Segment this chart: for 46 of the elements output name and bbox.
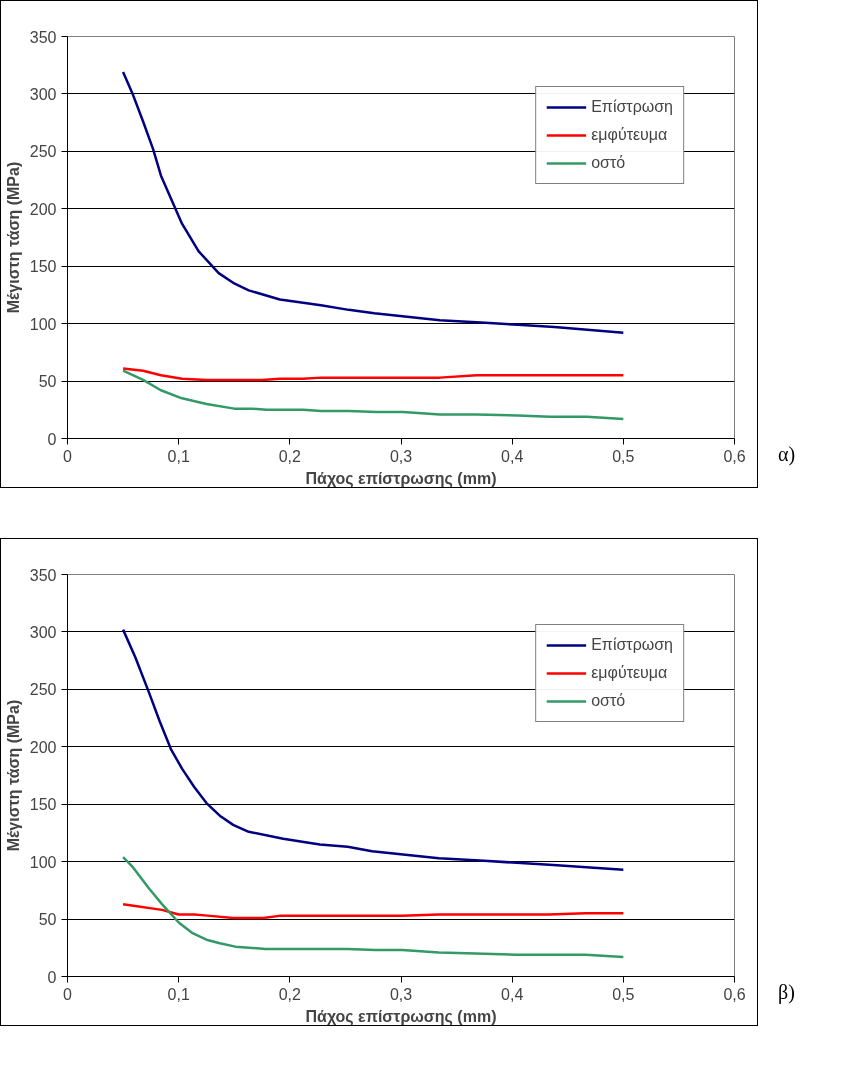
y-tick-label: 200 [29, 738, 57, 756]
x-tick-label: 0,3 [389, 447, 413, 465]
y-tick-label: 350 [29, 28, 57, 46]
y-tick-label: 50 [38, 911, 57, 929]
y-tick-label: 100 [29, 315, 57, 333]
y-axis-title: Μέγιστη τάση (MPa) [4, 161, 22, 314]
x-tick-label: 0,4 [501, 985, 524, 1003]
legend-label: Επίστρωση [591, 98, 673, 116]
y-tick-label: 300 [29, 623, 57, 641]
x-tick-label: 0,6 [723, 447, 746, 465]
y-tick-label: 0 [47, 968, 57, 986]
y-tick-label: 0 [47, 430, 57, 448]
line-series [121, 902, 625, 920]
text: α) [778, 442, 796, 468]
x-tick-label: 0,1 [167, 447, 190, 465]
legend-label: οστό [591, 692, 626, 710]
x-axis-title: Πάχος επίστρωσης (mm) [305, 469, 497, 488]
line-series [121, 369, 625, 421]
line-series [121, 855, 625, 959]
legend-label: Επίστρωση [591, 636, 673, 654]
y-tick-label: 350 [29, 566, 57, 584]
x-tick-label: 0,6 [723, 985, 746, 1003]
y-axis-title: Μέγιστη τάση (MPa) [4, 699, 22, 852]
text: β) [778, 980, 795, 1006]
y-tick-label: 100 [29, 853, 57, 871]
x-tick-label: 0,1 [167, 985, 190, 1003]
x-tick-label: 0,4 [501, 447, 524, 465]
x-tick-label: 0 [63, 985, 73, 1003]
y-tick-label: 300 [29, 85, 57, 103]
y-tick-label: 250 [29, 681, 57, 699]
x-axis-title: Πάχος επίστρωσης (mm) [305, 1007, 497, 1026]
y-tick-label: 250 [29, 143, 57, 161]
legend-label: εμφύτευμα [591, 126, 668, 144]
x-tick-label: 0,5 [612, 985, 635, 1003]
y-tick-label: 50 [38, 373, 57, 391]
x-tick-label: 0,2 [278, 447, 302, 465]
x-tick-label: 0 [63, 447, 73, 465]
legend-label: οστό [591, 154, 626, 172]
legend-label: εμφύτευμα [591, 664, 668, 682]
x-tick-label: 0,3 [389, 985, 413, 1003]
y-tick-label: 150 [29, 796, 57, 814]
x-tick-label: 0,2 [278, 985, 302, 1003]
y-tick-label: 150 [29, 258, 57, 276]
y-tick-label: 200 [29, 200, 57, 218]
x-tick-label: 0,5 [612, 447, 635, 465]
line-series [121, 367, 625, 382]
